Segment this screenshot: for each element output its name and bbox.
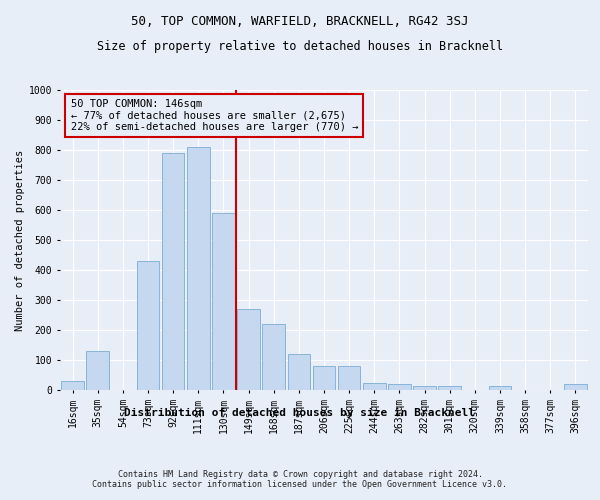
Text: Contains HM Land Registry data © Crown copyright and database right 2024.
Contai: Contains HM Land Registry data © Crown c… [92,470,508,490]
Text: 50 TOP COMMON: 146sqm
← 77% of detached houses are smaller (2,675)
22% of semi-d: 50 TOP COMMON: 146sqm ← 77% of detached … [71,99,358,132]
Bar [388,384,411,390]
Text: Distribution of detached houses by size in Bracknell: Distribution of detached houses by size … [125,408,476,418]
Bar [439,386,461,390]
Bar [564,384,587,390]
Text: Size of property relative to detached houses in Bracknell: Size of property relative to detached ho… [97,40,503,53]
Bar [187,147,209,390]
Bar [237,309,260,390]
Y-axis label: Number of detached properties: Number of detached properties [14,150,25,330]
Bar [137,261,160,390]
Bar [61,381,84,390]
Bar [86,351,109,390]
Bar [212,213,235,390]
Bar [413,386,436,390]
Bar [262,324,285,390]
Bar [488,386,511,390]
Bar [363,382,386,390]
Bar [162,153,184,390]
Bar [313,366,335,390]
Bar [338,366,361,390]
Text: 50, TOP COMMON, WARFIELD, BRACKNELL, RG42 3SJ: 50, TOP COMMON, WARFIELD, BRACKNELL, RG4… [131,15,469,28]
Bar [287,354,310,390]
